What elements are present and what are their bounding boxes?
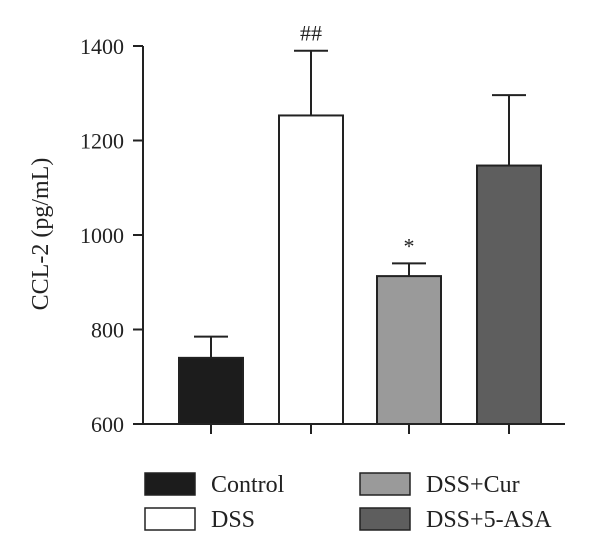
significance-marker: * [404, 233, 415, 258]
annotations-group: ## * [300, 21, 415, 259]
legend-swatch-dss-5-asa [359, 507, 411, 531]
legend-label-dss: DSS [211, 507, 255, 533]
y-tick-label: 1000 [80, 223, 124, 248]
y-ticks: 600 800 1000 1200 1400 [80, 34, 143, 437]
x-ticks [210, 424, 510, 434]
y-tick-label: 1200 [80, 129, 124, 154]
error-bars-group [194, 49, 526, 358]
y-tick-label: 800 [91, 318, 124, 343]
significance-marker: ## [300, 21, 322, 46]
bar-dss-cur [376, 275, 442, 426]
legend-label-dss-5-asa: DSS+5-ASA [426, 507, 552, 533]
legend-label-control: Control [211, 472, 285, 498]
legend-swatch-dss [144, 507, 196, 531]
bar-dss-5-asa [476, 164, 542, 425]
y-tick-label: 600 [91, 412, 124, 437]
legend-label-dss-cur: DSS+Cur [426, 472, 520, 498]
y-axis-title: CCL-2 (pg/mL) [28, 158, 54, 311]
bars-group [178, 114, 542, 426]
bar-control [178, 356, 244, 426]
y-tick-label: 1400 [80, 34, 124, 59]
legend-swatch-control [144, 472, 196, 496]
bar-dss [278, 114, 344, 426]
legend: Control DSS DSS+Cur DSS+5-ASA [144, 472, 552, 533]
legend-swatch-dss-cur [359, 472, 411, 496]
